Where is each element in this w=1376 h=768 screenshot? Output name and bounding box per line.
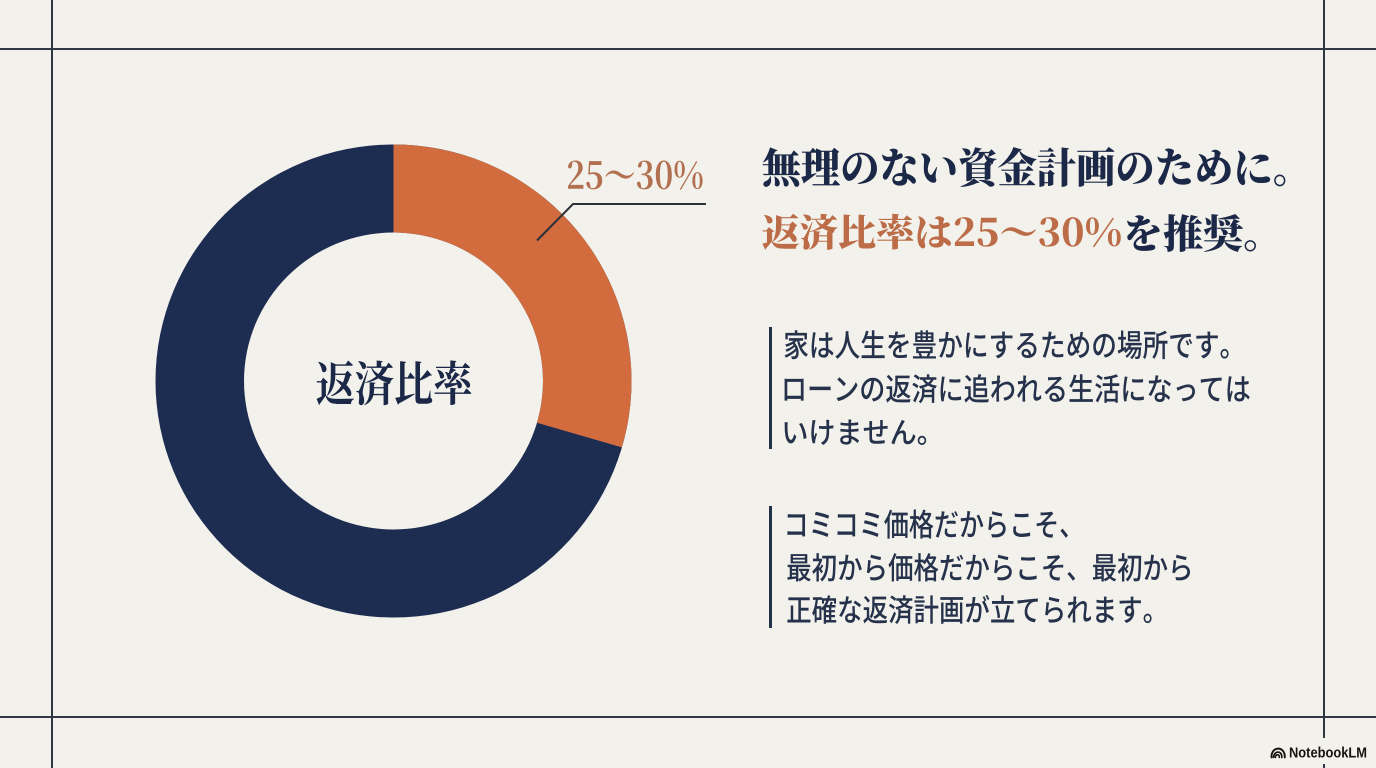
svg-text:NotebookLM: NotebookLM	[1289, 745, 1367, 762]
